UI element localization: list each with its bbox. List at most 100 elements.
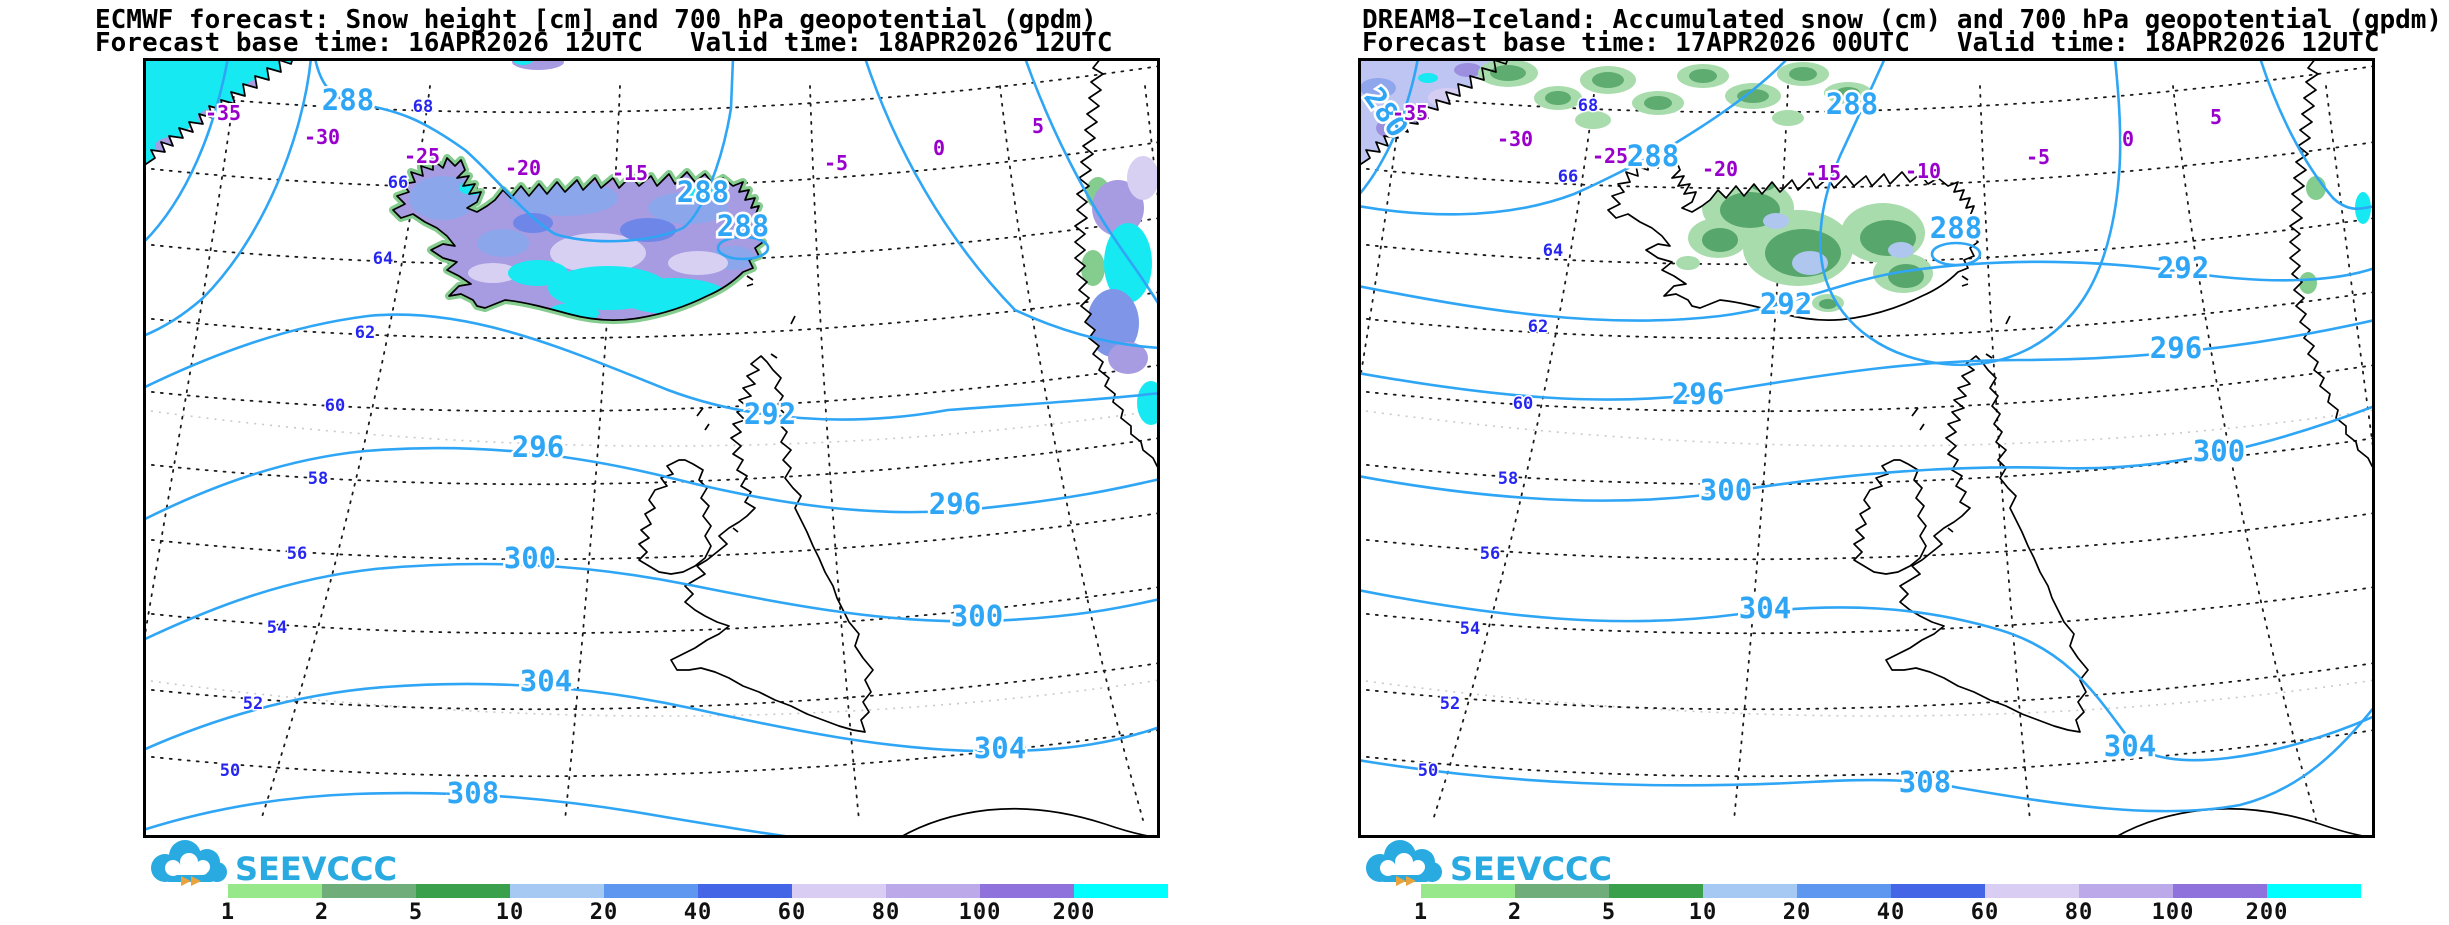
colorbar-tick: 100 bbox=[2151, 900, 2195, 925]
colorbar-segments bbox=[1421, 884, 2361, 898]
temp-label: -25 bbox=[1592, 144, 1628, 168]
temp-label: -15 bbox=[1805, 161, 1841, 185]
geo-label: 300 bbox=[2193, 434, 2245, 468]
seevccc-logo: SEEVCCC bbox=[151, 840, 397, 888]
colorbar-tick: 80 bbox=[2064, 900, 2094, 925]
colorbar-segment bbox=[1421, 884, 1515, 898]
geo-label: 304 bbox=[520, 664, 572, 698]
geo-label: 300 bbox=[951, 599, 1003, 633]
greenland-coast bbox=[1358, 58, 1509, 167]
geo-label: 308 bbox=[1899, 765, 1951, 799]
temp-label: -30 bbox=[304, 125, 340, 149]
dream8-title-line2: Forecast base time: 17APR2026 00UTC Vali… bbox=[1362, 28, 2380, 58]
dream8-title: DREAM8−Iceland: Accumulated snow (cm) an… bbox=[1362, 5, 2443, 58]
colorbar-tick: 200 bbox=[2245, 900, 2289, 925]
norway-coast bbox=[1074, 58, 1160, 471]
iceland-snowfield bbox=[1676, 173, 1933, 312]
temp-label: -30 bbox=[1497, 127, 1533, 151]
britain-coast bbox=[1885, 355, 2089, 733]
snow-colorbar: 1 2 5 10 20 40 60 80 100 200 bbox=[221, 884, 1168, 925]
ecmwf-title-line2: Forecast base time: 16APR2026 12UTC Vali… bbox=[95, 28, 1113, 58]
colorbar-tick: 40 bbox=[1876, 900, 1906, 925]
colorbar-tick: 60 bbox=[777, 900, 807, 925]
geo-label: 296 bbox=[512, 430, 564, 464]
geo-label: 300 bbox=[504, 541, 556, 575]
geopotential-contours bbox=[143, 58, 1160, 838]
colorbar-tick: 10 bbox=[495, 900, 525, 925]
geo-label: 308 bbox=[447, 776, 499, 810]
colorbar-tick: 20 bbox=[589, 900, 619, 925]
norway-coast bbox=[2289, 58, 2375, 471]
geo-label: 288 bbox=[1627, 139, 1679, 173]
cloud-icon bbox=[151, 840, 227, 886]
lat-label: 50 bbox=[220, 761, 240, 781]
temp-label: -15 bbox=[612, 161, 648, 185]
colorbar-tick: 2 bbox=[1507, 900, 1523, 925]
colorbar-tick: 5 bbox=[408, 900, 424, 925]
island-specks bbox=[696, 275, 796, 533]
temp-label: -35 bbox=[1392, 101, 1428, 125]
lat-label: 58 bbox=[1498, 469, 1518, 489]
lat-label: 52 bbox=[243, 694, 263, 714]
dream8-title-line1: DREAM8−Iceland: Accumulated snow (cm) an… bbox=[1362, 5, 2443, 35]
temp-label: -10 bbox=[1905, 159, 1941, 183]
ireland-coast bbox=[1853, 459, 1927, 575]
lat-label: 58 bbox=[308, 469, 328, 489]
colorbar-tick: 40 bbox=[683, 900, 713, 925]
colorbar-segment bbox=[2267, 884, 2361, 898]
britain-coast bbox=[670, 355, 874, 733]
colorbar-segment bbox=[792, 884, 886, 898]
colorbar-segment bbox=[698, 884, 792, 898]
lat-label: 64 bbox=[373, 249, 393, 269]
geo-label: 292 bbox=[744, 397, 796, 431]
colorbar-segment bbox=[228, 884, 322, 898]
colorbar-segments bbox=[228, 884, 1168, 898]
temp-label: 0 bbox=[2122, 127, 2134, 151]
lat-label: 62 bbox=[355, 323, 375, 343]
cloud-icon bbox=[1366, 840, 1442, 886]
coastlines bbox=[1358, 58, 2375, 838]
geo-label: 304 bbox=[1739, 591, 1791, 625]
lat-label: 68 bbox=[413, 97, 433, 117]
logo-text: SEEVCCC bbox=[235, 850, 397, 888]
colorbar-tick: 20 bbox=[1782, 900, 1812, 925]
colorbar-segment bbox=[1609, 884, 1703, 898]
lat-label: 66 bbox=[388, 173, 408, 193]
temp-label: -5 bbox=[2026, 145, 2050, 169]
map-frame bbox=[143, 58, 1160, 838]
temperature-labels: -35 -30 -25 -20 -15 -5 0 5 bbox=[203, 99, 1046, 187]
temp-label: -35 bbox=[205, 101, 241, 125]
colorbar-segment bbox=[1515, 884, 1609, 898]
ireland-coast bbox=[638, 459, 712, 575]
lat-label: 64 bbox=[1543, 241, 1563, 261]
snow-colorbar: 1 2 5 10 20 40 60 80 100 200 bbox=[1414, 884, 2361, 925]
temp-label: 5 bbox=[2210, 105, 2222, 129]
logo-arrow-icon bbox=[181, 876, 191, 886]
latitude-labels: 68 66 64 62 60 58 56 54 52 50 bbox=[218, 96, 434, 783]
iceland-coast bbox=[392, 157, 766, 321]
colorbar-segment bbox=[886, 884, 980, 898]
logo-text: SEEVCCC bbox=[1450, 850, 1612, 888]
colorbar-tick: 2 bbox=[314, 900, 330, 925]
coastlines bbox=[143, 58, 1160, 838]
greenland-coast bbox=[143, 58, 294, 167]
geo-label: 288 bbox=[1826, 87, 1878, 121]
lat-label: 54 bbox=[267, 618, 287, 638]
geo-label: 304 bbox=[2104, 729, 2156, 763]
colorbar-segment bbox=[1985, 884, 2079, 898]
france-coast bbox=[2113, 807, 2375, 838]
colorbar-segment bbox=[2173, 884, 2267, 898]
ecmwf-title-line1: ECMWF forecast: Snow height [cm] and 700… bbox=[95, 5, 1097, 35]
temp-label: -25 bbox=[404, 144, 440, 168]
temp-label: -20 bbox=[1702, 157, 1738, 181]
colorbar-tick: 100 bbox=[958, 900, 1002, 925]
temp-label: 0 bbox=[933, 136, 945, 160]
latitude-labels: 68 66 64 62 60 58 56 54 52 50 bbox=[1416, 95, 1599, 783]
colorbar-tick: 60 bbox=[1970, 900, 2000, 925]
geo-label: 304 bbox=[974, 731, 1026, 765]
colorbar-segment bbox=[1703, 884, 1797, 898]
lat-label: 54 bbox=[1460, 619, 1480, 639]
colorbar-segment bbox=[416, 884, 510, 898]
